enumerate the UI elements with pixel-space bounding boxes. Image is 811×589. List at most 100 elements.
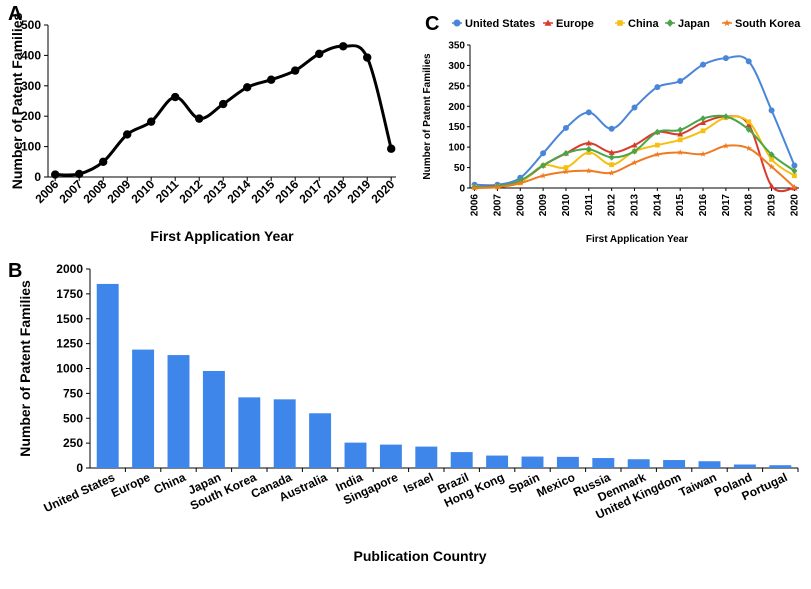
bar <box>96 283 119 468</box>
data-point <box>471 184 478 191</box>
y-tick-label: 50 <box>454 163 466 174</box>
data-point <box>700 61 707 68</box>
data-point <box>562 149 569 157</box>
data-point <box>51 170 60 179</box>
y-tick-label: 300 <box>448 61 465 72</box>
bar <box>379 444 402 468</box>
data-point <box>699 150 707 157</box>
data-point <box>291 66 300 75</box>
x-tick-label: Europe <box>109 470 153 500</box>
x-tick-label: 2013 <box>630 194 641 217</box>
x-tick-label: 2018 <box>744 194 755 217</box>
data-point <box>631 147 638 155</box>
x-tick-label: 2020 <box>789 194 800 217</box>
chart-c: 0 50 100 150 200 250 300 350 2006 2007 2008 2009 201… <box>422 18 801 245</box>
x-tick-label: 2011 <box>584 194 595 216</box>
series-line <box>55 44 393 177</box>
y-tick-label: 500 <box>21 18 41 32</box>
data-point <box>609 162 615 168</box>
y-tick-label: 250 <box>63 436 83 450</box>
bar <box>450 452 473 468</box>
data-point <box>585 167 592 174</box>
data-point <box>677 77 684 84</box>
data-point <box>123 130 132 139</box>
bar <box>273 399 296 468</box>
data-point <box>315 49 324 59</box>
data-point <box>631 142 638 148</box>
data-point <box>540 172 547 179</box>
data-point <box>608 125 615 132</box>
bar <box>486 455 509 468</box>
data-point <box>769 157 774 162</box>
y-tick-label: 1750 <box>56 287 83 301</box>
y-tick-label: 1000 <box>56 362 83 376</box>
x-tick-label: 2007 <box>57 177 86 206</box>
y-tick-label: 200 <box>21 109 41 123</box>
y-tick-label: 0 <box>76 461 83 475</box>
chart-b: 0 250 500 750 1000 1250 1500 1750 2000 United Sta… <box>17 262 799 564</box>
data-point <box>722 113 729 120</box>
data-point <box>768 107 775 114</box>
panel-label-a: A <box>8 3 22 25</box>
data-point <box>677 149 684 156</box>
data-point <box>654 128 661 136</box>
data-point <box>791 167 798 175</box>
data-point <box>677 126 684 134</box>
y-tick-label: 350 <box>448 41 465 52</box>
x-tick-label: 2010 <box>129 177 158 206</box>
x-tick-label: Taiwan <box>677 470 719 500</box>
data-point <box>562 168 570 175</box>
x-tick-label: 2011 <box>153 177 182 206</box>
data-point <box>171 92 180 102</box>
x-tick-label: 2008 <box>515 194 526 217</box>
x-tick-label: 2012 <box>177 177 206 206</box>
data-point <box>654 151 661 158</box>
y-tick-label: 500 <box>63 411 83 425</box>
data-point <box>631 159 638 166</box>
data-point <box>791 183 798 190</box>
data-point <box>768 151 775 158</box>
y-tick-label: 300 <box>21 79 41 93</box>
data-point <box>745 121 752 128</box>
data-point <box>722 142 729 149</box>
chart-a: 0100200300400500200620072008200920102011… <box>9 12 398 244</box>
x-tick-label: 2006 <box>470 194 481 217</box>
bar <box>167 355 190 468</box>
data-point <box>540 150 547 157</box>
x-tick-label: 2014 <box>225 177 254 206</box>
x-tick-label: 2009 <box>105 177 134 206</box>
x-tick-label: 2013 <box>201 177 230 206</box>
data-point <box>219 99 228 109</box>
x-tick-label: 2008 <box>81 177 110 206</box>
data-point <box>363 53 372 62</box>
data-point <box>585 140 592 146</box>
data-point <box>494 183 501 190</box>
y-tick-label: 1500 <box>56 312 83 326</box>
bar <box>556 456 579 468</box>
legend-marker <box>723 19 731 27</box>
data-point <box>700 115 707 122</box>
x-tick-label: 2017 <box>721 194 732 217</box>
bar <box>698 461 721 468</box>
x-tick-label: Mexico <box>534 470 577 500</box>
bar <box>415 446 438 468</box>
x-tick-label: United States <box>42 470 118 515</box>
data-point <box>722 55 729 62</box>
data-point <box>631 104 638 111</box>
bar <box>132 349 155 468</box>
data-point <box>792 173 797 179</box>
x-axis-title: First Application Year <box>586 234 688 245</box>
data-point <box>745 58 752 65</box>
x-tick-label: 2016 <box>698 194 709 217</box>
legend-label: United States <box>465 18 535 30</box>
panel-label-b: B <box>8 260 22 282</box>
y-tick-label: 150 <box>448 122 465 133</box>
x-tick-label: 2010 <box>561 194 572 217</box>
data-point <box>745 126 752 133</box>
x-tick-label: 2014 <box>652 194 663 217</box>
data-point <box>746 119 752 125</box>
data-point <box>387 144 396 153</box>
data-point <box>339 42 348 51</box>
data-point <box>700 119 707 126</box>
